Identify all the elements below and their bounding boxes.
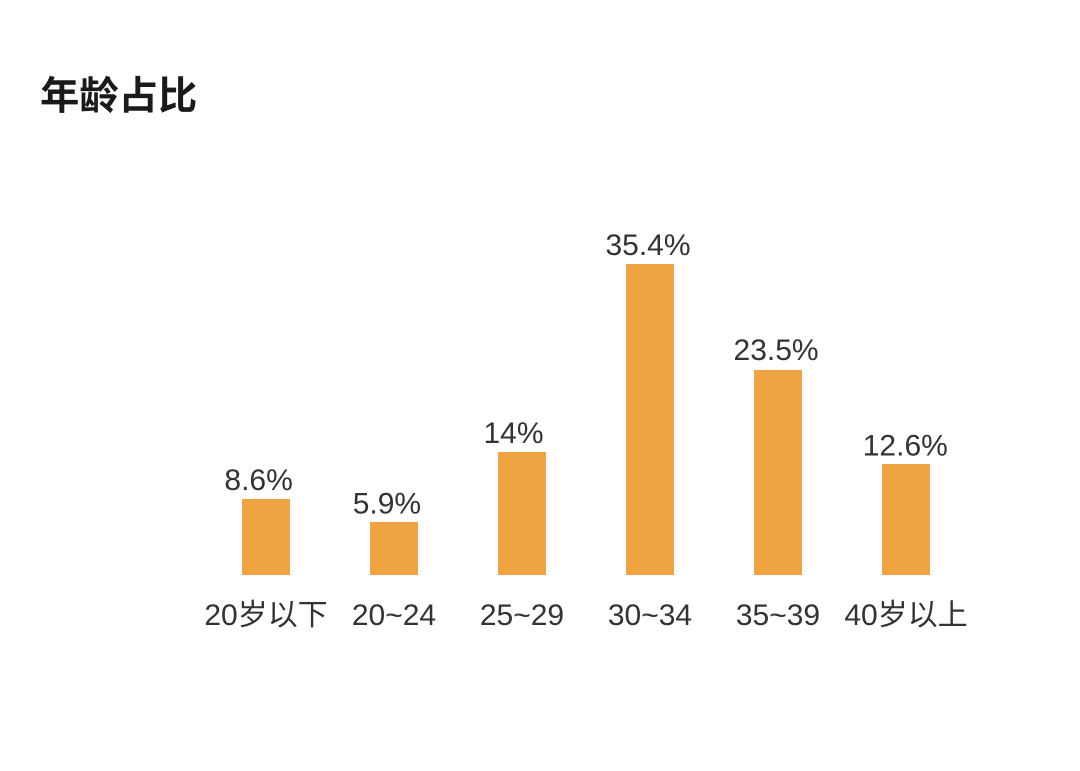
svg-text:30~34: 30~34 bbox=[608, 599, 692, 632]
svg-text:12.6%: 12.6% bbox=[863, 430, 948, 463]
svg-text:20~24: 20~24 bbox=[352, 599, 436, 632]
svg-text:35~39: 35~39 bbox=[736, 599, 820, 632]
svg-text:8.6%: 8.6% bbox=[224, 464, 292, 497]
svg-text:35.4%: 35.4% bbox=[605, 229, 690, 262]
svg-text:40: 40 bbox=[844, 599, 877, 632]
svg-text:5.9%: 5.9% bbox=[353, 488, 421, 521]
svg-text:14%: 14% bbox=[483, 417, 543, 450]
svg-text:25~29: 25~29 bbox=[480, 599, 564, 632]
svg-text:20: 20 bbox=[204, 599, 237, 632]
svg-text:23.5%: 23.5% bbox=[734, 334, 819, 367]
